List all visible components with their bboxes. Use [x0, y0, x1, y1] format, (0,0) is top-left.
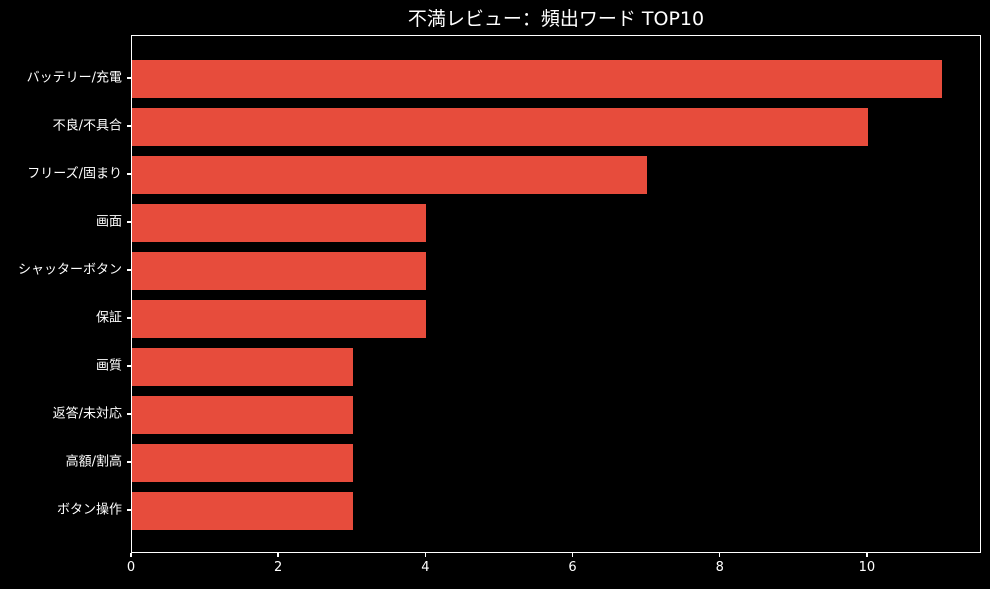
y-axis-tick-mark: [127, 125, 131, 127]
bar: [132, 59, 942, 98]
y-axis-tick-mark: [127, 173, 131, 175]
y-axis-tick-label: 不良/不具合: [52, 118, 122, 134]
y-axis-tick-mark: [127, 509, 131, 511]
y-axis-tick-mark: [127, 77, 131, 79]
x-axis-tick-mark: [866, 553, 868, 557]
y-axis-tick-label: 高額/割高: [65, 454, 122, 470]
y-axis-tick-label: シャッターボタン: [17, 262, 122, 278]
x-axis-tick-mark: [277, 553, 279, 557]
plot-area: [131, 35, 981, 553]
x-axis-tick-mark: [424, 553, 427, 557]
y-axis-tick-label: 画質: [95, 358, 122, 374]
chart-title: 不満レビュー：頻出ワード TOP10: [407, 8, 705, 30]
x-axis-tick-mark: [571, 553, 574, 557]
x-axis-tick-mark: [718, 553, 721, 557]
x-axis-tick-label: 6: [568, 560, 577, 575]
y-axis-tick-mark: [127, 461, 131, 463]
x-axis-tick-label: 4: [421, 560, 430, 575]
x-axis-tick-label: 8: [715, 560, 724, 575]
x-axis-tick-mark: [130, 553, 132, 557]
bar: [132, 395, 353, 435]
y-axis-tick-mark: [127, 317, 131, 319]
y-axis-tick-label: フリーズ/固まり: [27, 166, 122, 182]
y-axis-tick-mark: [127, 269, 131, 271]
bar: [132, 251, 427, 291]
y-axis-tick-label: バッテリー/充電: [26, 70, 122, 86]
x-axis-tick-label: 10: [858, 560, 876, 575]
y-axis-tick-mark: [127, 365, 131, 367]
bar: [132, 492, 353, 531]
bar: [132, 107, 868, 147]
x-axis-tick-label: 2: [274, 560, 283, 575]
y-axis-tick-label: 保証: [95, 310, 122, 326]
y-axis-tick-label: ボタン操作: [56, 502, 122, 518]
y-axis-tick-label: 返答/未対応: [52, 406, 122, 422]
bar: [132, 203, 427, 243]
bar: [132, 299, 427, 339]
bar: [132, 443, 353, 483]
bar: [132, 155, 648, 195]
y-axis-tick-mark: [127, 221, 131, 223]
x-axis-tick-label: 0: [126, 560, 136, 575]
y-axis-tick-mark: [127, 413, 131, 415]
y-axis-tick-label: 画面: [95, 214, 122, 230]
bar: [132, 347, 353, 387]
